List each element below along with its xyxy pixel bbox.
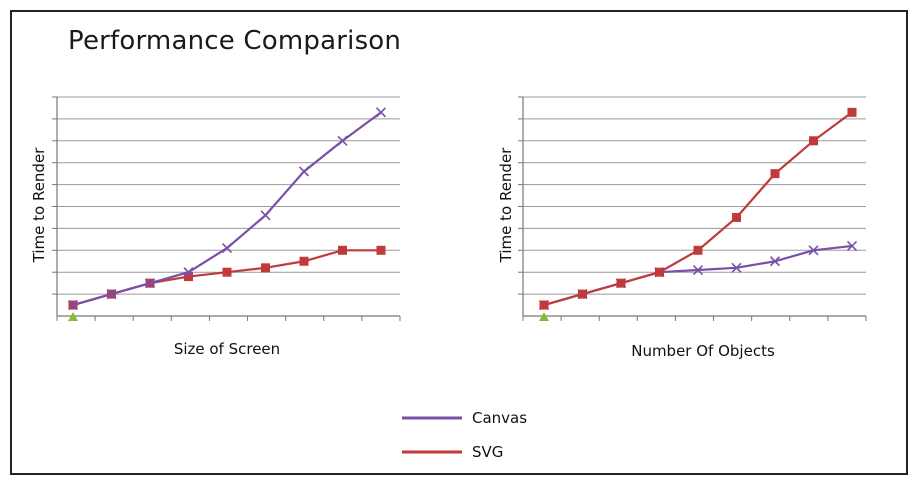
chart-0-svg-point xyxy=(222,267,232,277)
chart-0-canvas-point-stroke xyxy=(337,135,348,146)
chart-0-canvas-point-stroke xyxy=(183,267,194,278)
chart-1-svg-point xyxy=(847,107,857,117)
chart-0-canvas-point-stroke xyxy=(375,107,387,118)
chart-0-canvas-point-stroke xyxy=(298,166,310,177)
chart-0-canvas-point xyxy=(298,166,310,177)
chart-1-xlabel: Number Of Objects xyxy=(631,342,775,360)
chart-1-canvas-point xyxy=(769,256,781,267)
chart-0-svg-point xyxy=(299,256,309,266)
chart-0-canvas-point xyxy=(260,210,271,221)
chart-0-canvas-point-stroke xyxy=(67,299,79,311)
chart-1-canvas-point xyxy=(808,245,819,256)
chart-legend: Canvas SVG xyxy=(402,409,527,461)
chart-1-svg-point xyxy=(809,136,818,146)
chart-1-canvas-point-stroke xyxy=(692,264,704,276)
chart-1-canvas-point-stroke xyxy=(731,262,742,273)
chart-1-canvas-point xyxy=(731,262,742,273)
chart-0-canvas-point xyxy=(337,135,348,146)
legend-canvas-label: Canvas xyxy=(472,409,527,427)
chart-0-canvas-point xyxy=(67,299,79,311)
chart-0-svg-point xyxy=(376,245,386,255)
chart-0-svg-point xyxy=(338,245,347,255)
chart-0-canvas-point-stroke xyxy=(106,289,117,300)
chart-0-canvas-point-stroke xyxy=(144,278,156,289)
chart-title: Performance Comparison xyxy=(68,26,402,56)
chart-1-svg-point xyxy=(732,212,741,222)
chart-1-canvas-point-stroke xyxy=(769,256,781,267)
chart-1-svg-point xyxy=(655,267,664,277)
chart-0-canvas-point xyxy=(375,107,387,118)
chart-0-svg-point xyxy=(261,263,270,273)
chart-number-of-objects: Number Of Objects Time to Render xyxy=(497,96,867,360)
chart-0-origin-marker xyxy=(68,312,78,321)
chart-1-svg-point xyxy=(616,278,626,288)
chart-0-canvas-point xyxy=(144,278,156,289)
chart-1-svg-point xyxy=(693,245,703,255)
chart-frame xyxy=(10,10,908,475)
chart-0-canvas-point xyxy=(221,243,233,254)
chart-1-svg-point xyxy=(578,289,587,299)
chart-1-svg-point xyxy=(539,300,549,310)
chart-0-series-svg-line xyxy=(72,249,381,307)
chart-0-ylabel: Time to Render xyxy=(30,147,48,264)
chart-1-origin-marker xyxy=(539,312,549,321)
legend-svg-label: SVG xyxy=(472,443,503,461)
chart-1-canvas-point-stroke xyxy=(808,245,819,256)
chart-0-canvas-point-stroke xyxy=(260,210,271,221)
chart-0-xlabel: Size of Screen xyxy=(174,340,280,358)
chart-size-of-screen: Size of Screen Time to Render xyxy=(30,96,401,358)
chart-0-svg-point xyxy=(184,272,193,282)
chart-1-canvas-point xyxy=(846,240,858,251)
chart-1-canvas-point xyxy=(692,264,704,276)
chart-1-canvas-point-stroke xyxy=(846,240,858,251)
chart-0-canvas-point xyxy=(106,289,117,300)
chart-1-ylabel: Time to Render xyxy=(497,147,515,264)
chart-0-canvas-point-stroke xyxy=(221,243,233,254)
chart-1-svg-point xyxy=(770,169,780,179)
chart-0-canvas-point xyxy=(183,267,194,278)
